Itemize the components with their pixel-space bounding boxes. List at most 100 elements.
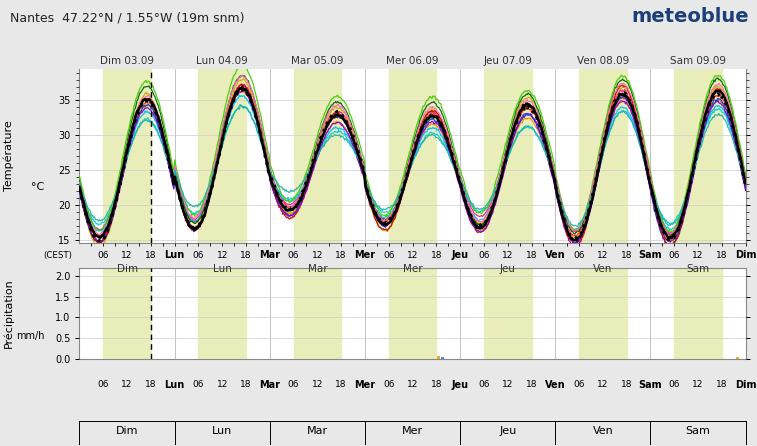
Text: Mar: Mar bbox=[260, 380, 280, 390]
Text: 18: 18 bbox=[145, 380, 157, 389]
Bar bbox=[674, 268, 722, 359]
Bar bbox=[103, 69, 151, 243]
Text: Précipitation: Précipitation bbox=[4, 278, 14, 348]
Text: Lun: Lun bbox=[164, 250, 185, 260]
Text: Mer: Mer bbox=[403, 264, 422, 274]
Text: Sam: Sam bbox=[687, 264, 709, 274]
Text: 12: 12 bbox=[407, 380, 419, 389]
Bar bbox=[484, 69, 531, 243]
Text: 12: 12 bbox=[597, 380, 609, 389]
Text: (CEST): (CEST) bbox=[43, 251, 72, 260]
Bar bbox=[441, 357, 444, 359]
Text: 06: 06 bbox=[668, 380, 680, 389]
Text: Lun: Lun bbox=[213, 264, 232, 274]
Text: Jeu: Jeu bbox=[500, 264, 516, 274]
Text: Ven: Ven bbox=[593, 264, 612, 274]
Bar bbox=[389, 69, 436, 243]
Text: 06: 06 bbox=[478, 380, 490, 389]
Text: °C: °C bbox=[31, 182, 45, 192]
Text: Mer: Mer bbox=[354, 250, 375, 260]
Text: Sam: Sam bbox=[639, 380, 662, 390]
Text: Mar: Mar bbox=[307, 264, 327, 274]
Text: 18: 18 bbox=[431, 251, 442, 260]
Bar bbox=[437, 356, 440, 359]
Text: 18: 18 bbox=[526, 251, 537, 260]
Text: 18: 18 bbox=[145, 251, 157, 260]
Text: Dim: Dim bbox=[116, 426, 139, 436]
Bar bbox=[579, 268, 627, 359]
Text: 18: 18 bbox=[716, 251, 727, 260]
Text: 12: 12 bbox=[693, 380, 704, 389]
Text: Ven 08.09: Ven 08.09 bbox=[577, 56, 629, 66]
Text: 12: 12 bbox=[502, 380, 513, 389]
Text: meteoblue: meteoblue bbox=[632, 7, 749, 26]
Text: Lun: Lun bbox=[164, 380, 185, 390]
Text: 12: 12 bbox=[312, 380, 323, 389]
Text: 06: 06 bbox=[478, 251, 490, 260]
Text: 06: 06 bbox=[288, 251, 299, 260]
Text: 12: 12 bbox=[407, 251, 419, 260]
Text: 06: 06 bbox=[193, 251, 204, 260]
Text: mm/h: mm/h bbox=[16, 330, 45, 341]
Text: 06: 06 bbox=[383, 251, 394, 260]
Text: 18: 18 bbox=[621, 251, 632, 260]
Text: 12: 12 bbox=[121, 380, 132, 389]
Bar bbox=[294, 69, 341, 243]
Text: 12: 12 bbox=[217, 251, 228, 260]
Text: 18: 18 bbox=[240, 380, 252, 389]
Text: 06: 06 bbox=[383, 380, 394, 389]
Text: Mar: Mar bbox=[307, 426, 328, 436]
Bar bbox=[484, 268, 531, 359]
Text: 18: 18 bbox=[716, 380, 727, 389]
Text: 18: 18 bbox=[621, 380, 632, 389]
Bar bbox=[103, 268, 151, 359]
Text: 12: 12 bbox=[693, 251, 704, 260]
Text: 12: 12 bbox=[597, 251, 609, 260]
Text: Sam: Sam bbox=[639, 250, 662, 260]
Text: Ven: Ven bbox=[545, 380, 565, 390]
Bar bbox=[674, 69, 722, 243]
Text: Mer: Mer bbox=[354, 380, 375, 390]
Text: 06: 06 bbox=[668, 251, 680, 260]
Text: Dim 03.09: Dim 03.09 bbox=[100, 56, 154, 66]
Text: Ven: Ven bbox=[593, 426, 613, 436]
Text: 12: 12 bbox=[312, 251, 323, 260]
Text: Jeu: Jeu bbox=[499, 426, 516, 436]
Text: Dim: Dim bbox=[735, 380, 756, 390]
Bar bbox=[294, 268, 341, 359]
Bar bbox=[579, 69, 627, 243]
Text: Nantes  47.22°N / 1.55°W (19m snm): Nantes 47.22°N / 1.55°W (19m snm) bbox=[10, 11, 245, 24]
Text: Dim: Dim bbox=[117, 264, 138, 274]
Text: Jeu 07.09: Jeu 07.09 bbox=[483, 56, 532, 66]
Text: 06: 06 bbox=[573, 251, 585, 260]
Text: 06: 06 bbox=[288, 380, 299, 389]
Text: Sam 09.09: Sam 09.09 bbox=[670, 56, 726, 66]
Text: Jeu: Jeu bbox=[452, 380, 469, 390]
Text: 12: 12 bbox=[502, 251, 513, 260]
Text: Jeu: Jeu bbox=[452, 250, 469, 260]
Text: 18: 18 bbox=[431, 380, 442, 389]
Text: 06: 06 bbox=[98, 251, 109, 260]
Text: Lun: Lun bbox=[212, 426, 232, 436]
Text: 06: 06 bbox=[98, 380, 109, 389]
Text: 06: 06 bbox=[573, 380, 585, 389]
Text: Sam: Sam bbox=[686, 426, 711, 436]
Bar bbox=[198, 268, 246, 359]
Text: Température: Température bbox=[4, 121, 14, 191]
Bar bbox=[736, 357, 740, 359]
Text: Mar: Mar bbox=[260, 250, 280, 260]
Text: Mer: Mer bbox=[402, 426, 423, 436]
Bar bbox=[198, 69, 246, 243]
Text: 18: 18 bbox=[526, 380, 537, 389]
Text: Dim: Dim bbox=[735, 250, 756, 260]
Text: 18: 18 bbox=[240, 251, 252, 260]
Text: Lun 04.09: Lun 04.09 bbox=[196, 56, 248, 66]
Text: Mar 05.09: Mar 05.09 bbox=[291, 56, 344, 66]
Text: Mer 06.09: Mer 06.09 bbox=[386, 56, 439, 66]
Text: 12: 12 bbox=[121, 251, 132, 260]
Bar bbox=[389, 268, 436, 359]
Text: 18: 18 bbox=[335, 251, 347, 260]
Text: 06: 06 bbox=[193, 380, 204, 389]
Text: Ven: Ven bbox=[545, 250, 565, 260]
Text: 12: 12 bbox=[217, 380, 228, 389]
